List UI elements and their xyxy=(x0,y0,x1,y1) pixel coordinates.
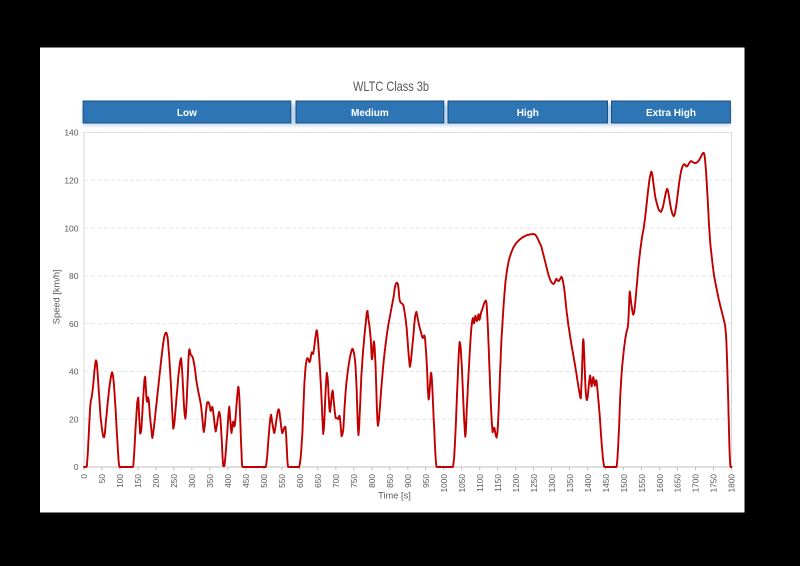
svg-text:1550: 1550 xyxy=(637,474,647,493)
svg-text:Medium: Medium xyxy=(351,108,389,119)
svg-text:1800: 1800 xyxy=(727,474,737,493)
svg-text:700: 700 xyxy=(331,474,341,488)
svg-text:1750: 1750 xyxy=(709,474,719,493)
svg-text:100: 100 xyxy=(115,474,125,488)
svg-text:1200: 1200 xyxy=(511,474,521,493)
svg-text:Extra High: Extra High xyxy=(646,108,696,119)
svg-text:450: 450 xyxy=(241,474,251,488)
svg-text:1050: 1050 xyxy=(457,474,467,493)
svg-text:80: 80 xyxy=(69,271,79,281)
svg-text:1250: 1250 xyxy=(529,474,539,493)
svg-text:1000: 1000 xyxy=(439,474,449,493)
svg-text:1450: 1450 xyxy=(601,474,611,493)
svg-text:1600: 1600 xyxy=(655,474,665,493)
svg-text:1350: 1350 xyxy=(565,474,575,493)
svg-text:1150: 1150 xyxy=(493,474,503,492)
svg-text:1700: 1700 xyxy=(691,474,701,493)
svg-text:120: 120 xyxy=(64,176,78,186)
svg-text:850: 850 xyxy=(385,474,395,488)
svg-text:500: 500 xyxy=(259,474,269,488)
svg-text:950: 950 xyxy=(421,474,431,488)
svg-text:150: 150 xyxy=(133,474,143,488)
svg-text:20: 20 xyxy=(69,414,79,424)
svg-text:100: 100 xyxy=(64,223,78,233)
svg-text:1500: 1500 xyxy=(619,474,629,493)
svg-text:300: 300 xyxy=(187,474,197,488)
svg-text:0: 0 xyxy=(79,474,89,479)
svg-text:40: 40 xyxy=(69,367,79,377)
svg-text:600: 600 xyxy=(295,474,305,488)
svg-text:1400: 1400 xyxy=(583,474,593,493)
svg-text:Speed [km/h]: Speed [km/h] xyxy=(51,269,61,324)
svg-text:Low: Low xyxy=(177,108,197,119)
svg-text:400: 400 xyxy=(223,474,233,488)
svg-text:0: 0 xyxy=(74,462,79,472)
svg-text:1300: 1300 xyxy=(547,474,557,493)
svg-text:200: 200 xyxy=(151,474,161,488)
svg-text:WLTC Class 3b: WLTC Class 3b xyxy=(353,78,429,94)
svg-text:550: 550 xyxy=(277,474,287,488)
svg-text:900: 900 xyxy=(403,474,413,488)
svg-text:140: 140 xyxy=(64,128,78,138)
svg-text:350: 350 xyxy=(205,474,215,488)
svg-text:650: 650 xyxy=(313,474,323,488)
svg-text:250: 250 xyxy=(169,474,179,488)
svg-text:800: 800 xyxy=(367,474,377,488)
svg-text:Time [s]: Time [s] xyxy=(378,490,411,500)
svg-text:1100: 1100 xyxy=(475,474,485,492)
svg-text:50: 50 xyxy=(97,474,107,484)
svg-text:1650: 1650 xyxy=(673,474,683,493)
svg-text:750: 750 xyxy=(349,474,359,488)
svg-text:High: High xyxy=(517,108,539,119)
svg-text:60: 60 xyxy=(69,319,79,329)
